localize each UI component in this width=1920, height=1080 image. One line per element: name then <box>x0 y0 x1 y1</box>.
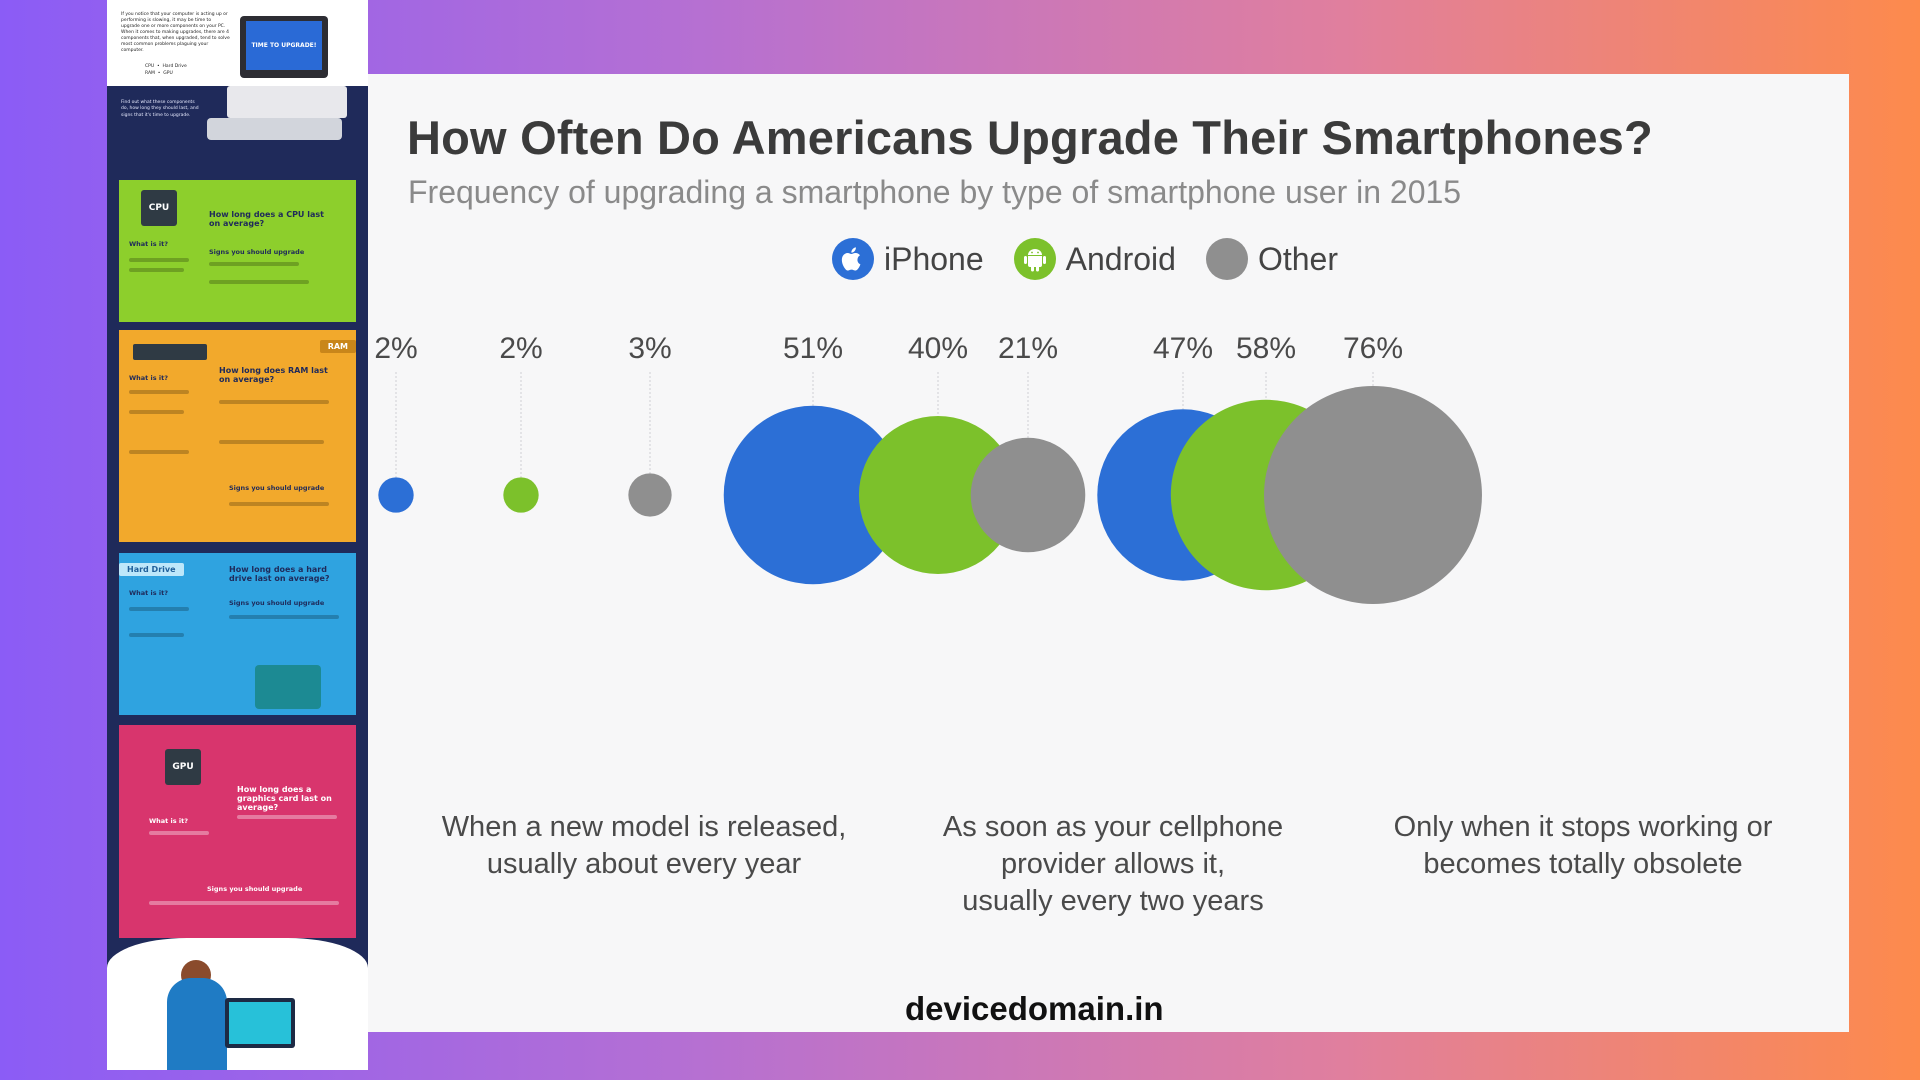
gpu-question: How long does a graphics card last on av… <box>237 785 332 812</box>
category-label-provider-allows: As soon as your cellphone provider allow… <box>942 811 1284 917</box>
chart-legend: iPhone Android Other <box>832 238 1368 280</box>
value-label-iphone-2: 47% <box>1153 332 1213 365</box>
intro-text: If you notice that your computer is acti… <box>121 12 230 54</box>
chart-title: How Often Do Americans Upgrade Their Sma… <box>407 111 1653 164</box>
ram-stick-icon <box>133 344 207 360</box>
cpu-what-label: What is it? <box>129 240 169 248</box>
legend-label-iphone: iPhone <box>884 240 984 277</box>
bubble-iphone-0 <box>378 477 414 513</box>
gpu-signs-label: Signs you should upgrade <box>207 885 303 893</box>
ram-what-label: What is it? <box>129 374 169 382</box>
hard-drive-what-label: What is it? <box>129 589 169 597</box>
ram-signs-label: Signs you should upgrade <box>229 484 325 492</box>
cpu-question: How long does a CPU last on average? <box>209 210 324 228</box>
legend-item-other: Other <box>1205 238 1338 280</box>
value-label-other-0: 3% <box>628 332 671 365</box>
bubble-other-0 <box>628 473 672 517</box>
gpu-chip-icon: GPU <box>165 749 201 785</box>
bubble-android-1 <box>858 415 1018 575</box>
legend-item-android: Android <box>1013 238 1176 280</box>
upgrade-infographic-panel: If you notice that your computer is acti… <box>107 0 368 1070</box>
infographic-note: Find out what these components do, how l… <box>121 100 199 118</box>
legend-label-android: Android <box>1065 240 1176 277</box>
value-label-android-1: 40% <box>908 332 968 365</box>
keyboard-illustration <box>207 118 342 140</box>
bubble-other-1 <box>970 437 1086 553</box>
hard-drive-disk-icon <box>255 665 321 709</box>
value-label-android-0: 2% <box>499 332 542 365</box>
bubble-other-2 <box>1264 386 1482 604</box>
intro-component-list: CPU • Hard Drive RAM • GPU <box>145 64 187 76</box>
computer-tower-illustration <box>227 86 347 118</box>
category-label-new-model: When a new model is released, usually ab… <box>441 811 847 880</box>
monitor-screen-text: TIME TO UPGRADE! <box>251 42 317 49</box>
value-label-android-2: 58% <box>1236 332 1296 365</box>
chart-subtitle: Frequency of upgrading a smartphone by t… <box>408 174 1462 210</box>
category-label-stops-working: Only when it stops working or becomes to… <box>1393 811 1773 880</box>
bubble-chart-plot: 2% 2% 3% 51% 40% 21% 47% 58% 76% <box>374 332 1482 604</box>
ram-tag: RAM <box>319 340 356 353</box>
bubble-iphone-1 <box>723 405 903 585</box>
value-label-other-1: 21% <box>998 332 1058 365</box>
value-label-other-2: 76% <box>1343 332 1403 365</box>
android-icon <box>1013 238 1056 280</box>
person-at-desk-illustration <box>107 938 368 1070</box>
gray-dot-icon <box>1205 238 1248 280</box>
ram-section: RAM How long does RAM last on average? W… <box>119 330 356 542</box>
cpu-chip-icon: CPU <box>141 190 177 226</box>
gpu-section: GPU How long does a graphics card last o… <box>119 725 356 938</box>
gpu-what-label: What is it? <box>149 817 189 825</box>
chart-card: How Often Do Americans Upgrade Their Sma… <box>368 74 1849 1032</box>
hard-drive-question: How long does a hard drive last on avera… <box>229 565 330 583</box>
legend-item-iphone: iPhone <box>832 238 984 280</box>
ram-question: How long does RAM last on average? <box>219 366 328 384</box>
hard-drive-tag: Hard Drive <box>119 563 184 576</box>
site-watermark: devicedomain.in <box>905 990 1164 1027</box>
hard-drive-signs-label: Signs you should upgrade <box>229 599 325 607</box>
legend-label-other: Other <box>1257 240 1338 277</box>
value-label-iphone-0: 2% <box>374 332 417 365</box>
apple-icon <box>832 238 874 280</box>
value-label-iphone-1: 51% <box>783 332 843 365</box>
bubble-android-0 <box>503 477 539 513</box>
hard-drive-section: Hard Drive How long does a hard drive la… <box>119 553 356 715</box>
monitor-illustration: TIME TO UPGRADE! <box>240 16 328 78</box>
cpu-section: CPU How long does a CPU last on average?… <box>119 180 356 322</box>
infographic-intro: If you notice that your computer is acti… <box>107 0 368 86</box>
cpu-signs-label: Signs you should upgrade <box>209 248 305 256</box>
desk-monitor <box>225 998 295 1048</box>
person-body <box>167 978 227 1070</box>
